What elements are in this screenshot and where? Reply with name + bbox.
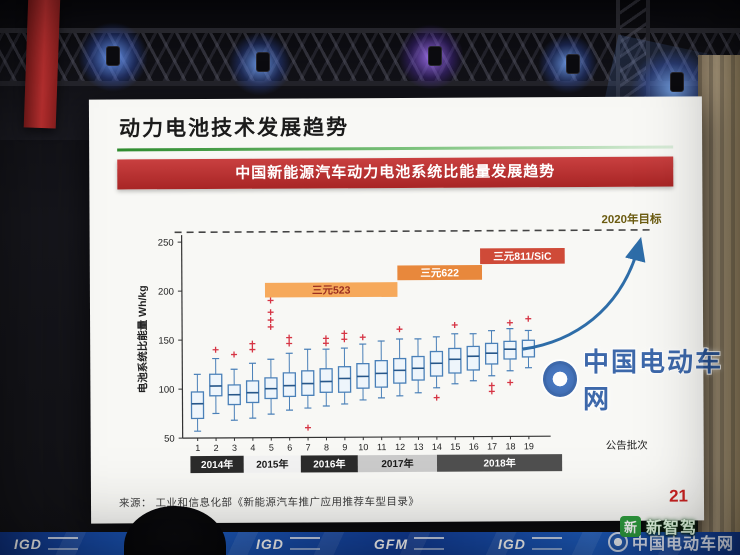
svg-text:2016年: 2016年	[313, 457, 345, 470]
watermark-account: 新 新智驾	[620, 514, 697, 538]
svg-text:8: 8	[324, 442, 329, 452]
watermark-site: 中国电动车网	[543, 342, 740, 416]
svg-text:250: 250	[158, 238, 174, 249]
svg-text:11: 11	[377, 442, 386, 452]
sponsor-logo-text: IGD	[14, 535, 42, 552]
svg-text:19: 19	[524, 441, 534, 451]
light-fixture	[670, 72, 684, 92]
svg-text:2020年目标: 2020年目标	[601, 212, 662, 226]
svg-text:14: 14	[432, 442, 442, 452]
watermark-site-bottom-text: 中国电动车网	[631, 536, 734, 553]
svg-text:3: 3	[232, 443, 237, 453]
sponsor-logo-text: IGD	[256, 535, 284, 552]
slide-title: 动力电池技术发展趋势	[118, 116, 350, 141]
svg-text:电池系统比能量 Wh/kg: 电池系统比能量 Wh/kg	[136, 285, 150, 393]
svg-text:18: 18	[505, 441, 515, 451]
battery-energy-boxplot-chart: 三元523 三元622 三元811/SiC 2020年目标 50 100 150 200 250…	[136, 212, 662, 474]
svg-text:200: 200	[158, 287, 174, 298]
svg-text:100: 100	[159, 385, 175, 396]
page-number: 21	[669, 486, 689, 506]
red-banner-left	[23, 0, 61, 129]
site-logo-icon	[543, 361, 578, 397]
svg-text:9: 9	[342, 442, 347, 452]
svg-text:13: 13	[413, 442, 423, 452]
svg-text:17: 17	[487, 441, 497, 451]
presentation-slide: 动力电池技术发展趋势 中国新能源汽车动力电池系统比能量发展趋势 三元523 三元6…	[88, 96, 705, 524]
site-logo-icon	[607, 532, 628, 552]
svg-text:7: 7	[306, 442, 311, 452]
chart-title-banner: 中国新能源汽车动力电池系统比能量发展趋势	[117, 156, 674, 190]
sponsor-logo-subtext	[289, 537, 320, 550]
svg-text:三元523: 三元523	[312, 285, 351, 297]
sponsor-logo-subtext	[531, 537, 562, 550]
sponsor-logo: GFM	[374, 536, 444, 552]
svg-text:5: 5	[269, 443, 274, 453]
svg-text:12: 12	[395, 442, 405, 452]
sponsor-logo: IGD	[498, 536, 562, 552]
watermark-site-text: 中国电动车网	[583, 347, 724, 414]
svg-text:2015年: 2015年	[256, 458, 288, 471]
svg-text:2017年: 2017年	[381, 457, 413, 470]
svg-text:50: 50	[164, 434, 175, 445]
svg-text:1: 1	[195, 443, 200, 453]
title-divider	[117, 145, 674, 152]
account-logo-icon: 新	[620, 515, 641, 537]
svg-text:10: 10	[358, 442, 368, 452]
stage-curtain	[698, 55, 740, 535]
svg-text:公告批次: 公告批次	[606, 439, 649, 452]
svg-text:2014年: 2014年	[201, 458, 233, 471]
sponsor-logo-text: GFM	[373, 535, 408, 552]
svg-text:15: 15	[450, 442, 460, 452]
svg-text:4: 4	[250, 443, 255, 453]
sponsor-logo: IGD	[14, 536, 78, 552]
svg-text:2: 2	[214, 443, 219, 453]
sponsor-logo-subtext	[414, 537, 444, 550]
light-fixture	[256, 52, 270, 72]
sponsor-logo-text: IGD	[498, 535, 526, 552]
svg-text:三元811/SiC: 三元811/SiC	[493, 251, 552, 263]
svg-text:150: 150	[158, 336, 174, 347]
sponsor-logo: IGD	[256, 536, 320, 552]
svg-text:三元622: 三元622	[420, 267, 459, 279]
light-fixture	[106, 46, 120, 66]
light-fixture	[428, 46, 442, 66]
sponsor-logo-subtext	[47, 537, 78, 550]
svg-text:16: 16	[469, 442, 479, 452]
watermark-account-text: 新智驾	[646, 520, 698, 537]
svg-text:2018年: 2018年	[483, 456, 515, 469]
sponsor-logos: IGDGFMIGDGFMIGD	[0, 536, 562, 552]
light-fixture	[566, 54, 580, 74]
watermark-site-bottom: 中国电动车网	[607, 530, 734, 554]
svg-text:6: 6	[287, 443, 292, 453]
